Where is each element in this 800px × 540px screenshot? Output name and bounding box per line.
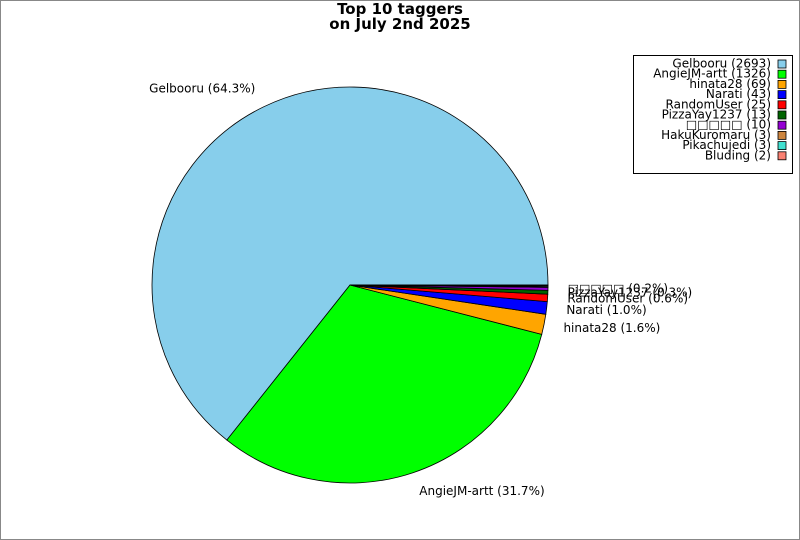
legend-label: □□□□□ (10) bbox=[686, 118, 771, 132]
legend-swatch bbox=[777, 120, 787, 130]
slice-label: RandomUser (0.6%) bbox=[567, 292, 688, 306]
legend-swatch bbox=[777, 110, 787, 120]
slice-label: hinata28 (1.6%) bbox=[563, 321, 660, 335]
legend-label: Pikachujedi (3) bbox=[682, 138, 771, 152]
slice-label: PizzaYay1237 (0.3%) bbox=[568, 286, 693, 300]
legend-label: RandomUser (25) bbox=[666, 97, 771, 111]
legend-label: Gelbooru (2693) bbox=[672, 57, 771, 71]
legend-label: PizzaYay1237 (13) bbox=[662, 108, 771, 122]
legend-swatch bbox=[777, 59, 787, 69]
legend-swatch bbox=[777, 130, 787, 140]
legend-label: Bluding (2) bbox=[705, 148, 771, 162]
legend-swatch bbox=[777, 80, 787, 89]
pie-slice bbox=[349, 284, 549, 286]
legend-label: AngieJM-artt (1326) bbox=[653, 67, 771, 81]
legend-label: HakuKuromaru (3) bbox=[661, 128, 771, 142]
pie-slice bbox=[151, 86, 549, 441]
slice-label: Narati (1.0%) bbox=[566, 303, 646, 317]
legend-label: hinata28 (69) bbox=[689, 77, 771, 91]
legend-swatch bbox=[777, 90, 787, 99]
legend-label: Narati (43) bbox=[706, 87, 771, 101]
legend-box bbox=[633, 55, 793, 174]
legend-swatch bbox=[777, 141, 787, 151]
chart-title: Top 10 taggers on July 2nd 2025 bbox=[329, 0, 471, 33]
legend-swatch bbox=[777, 100, 787, 110]
pie-slice bbox=[226, 284, 543, 484]
legend-swatch bbox=[777, 69, 787, 79]
slice-label: □□□□□ (0.2%) bbox=[568, 282, 668, 296]
legend-swatch bbox=[777, 151, 787, 161]
slice-label: AngieJM-artt (31.7%) bbox=[419, 484, 544, 498]
slice-label: Gelbooru (64.3%) bbox=[149, 81, 255, 95]
